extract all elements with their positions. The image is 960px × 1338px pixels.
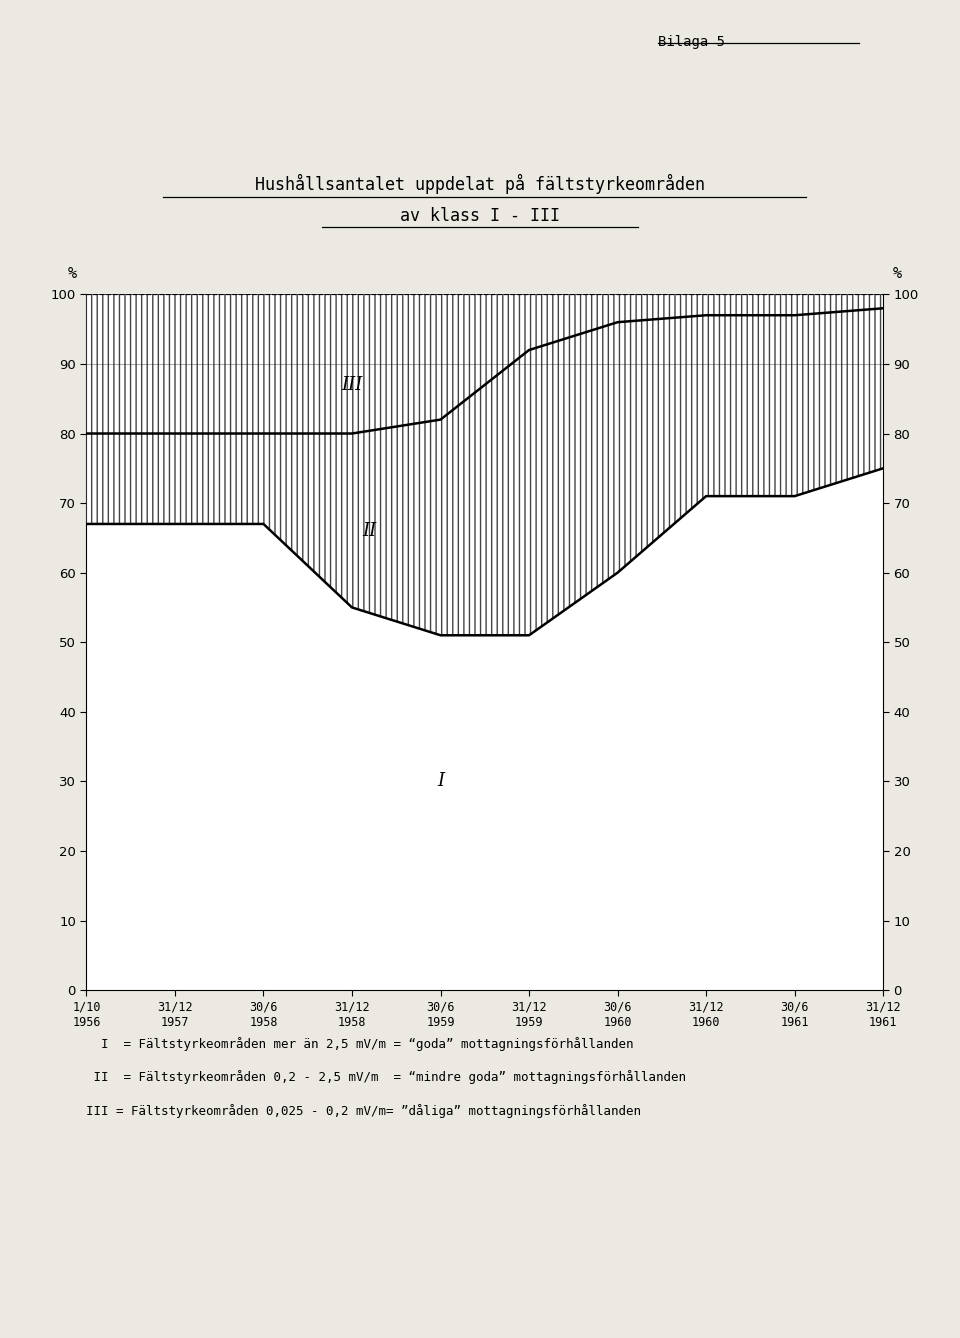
Text: Bilaga 5: Bilaga 5 (658, 35, 725, 48)
Text: av klass I - III: av klass I - III (400, 207, 560, 225)
Text: %: % (67, 266, 77, 281)
Text: %: % (893, 266, 902, 281)
Text: I  = Fältstyrkeområden mer än 2,5 mV/m = “goda” mottagningsförhållanden: I = Fältstyrkeområden mer än 2,5 mV/m = … (86, 1037, 634, 1050)
Text: I: I (437, 772, 444, 791)
Text: III = Fältstyrkeområden 0,025 - 0,2 mV/m= ”dåliga” mottagningsförhållanden: III = Fältstyrkeområden 0,025 - 0,2 mV/m… (86, 1104, 641, 1117)
Text: II: II (363, 522, 377, 541)
Text: III: III (342, 376, 363, 393)
Text: Hushållsantalet uppdelat på fältstyrkeområden: Hushållsantalet uppdelat på fältstyrkeom… (255, 174, 705, 194)
Text: II  = Fältstyrkeområden 0,2 - 2,5 mV/m  = “mindre goda” mottagningsförhållanden: II = Fältstyrkeområden 0,2 - 2,5 mV/m = … (86, 1070, 686, 1084)
